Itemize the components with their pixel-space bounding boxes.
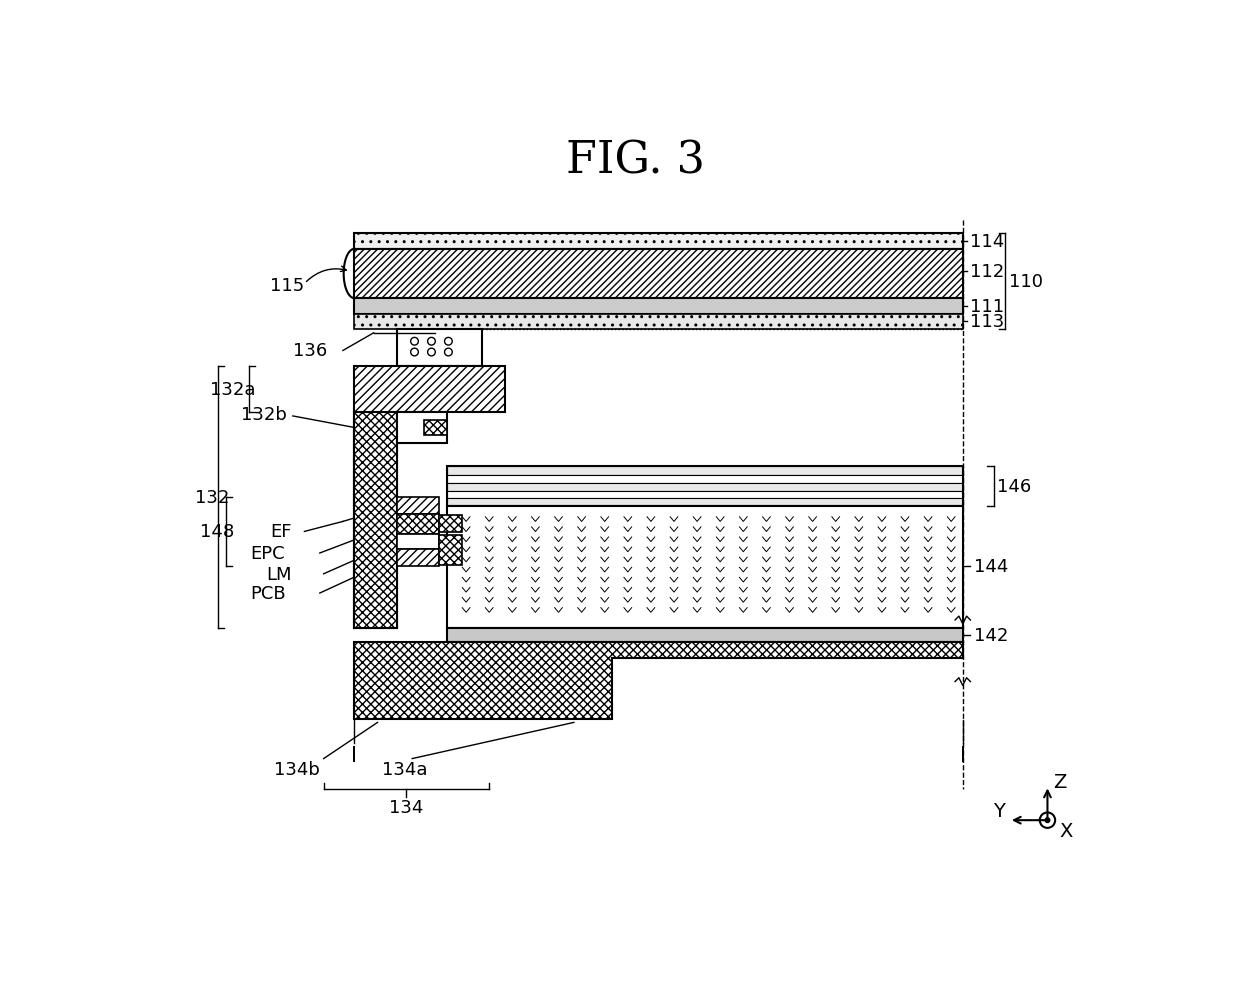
Polygon shape: [446, 483, 962, 491]
Polygon shape: [446, 475, 962, 483]
Text: FIG. 3: FIG. 3: [567, 138, 704, 182]
Polygon shape: [397, 412, 446, 443]
Text: 114: 114: [971, 233, 1004, 251]
Text: 112: 112: [971, 263, 1004, 281]
Text: PCB: PCB: [250, 585, 286, 603]
Text: 132: 132: [195, 488, 229, 507]
Text: Y: Y: [993, 801, 1006, 820]
Polygon shape: [439, 516, 463, 533]
Polygon shape: [355, 366, 505, 628]
Text: 146: 146: [997, 477, 1032, 495]
Polygon shape: [446, 507, 962, 628]
Polygon shape: [397, 515, 439, 535]
Text: EF: EF: [270, 523, 291, 541]
Circle shape: [1045, 818, 1050, 822]
Text: 148: 148: [201, 523, 234, 541]
Text: 132a: 132a: [211, 380, 255, 398]
Polygon shape: [439, 536, 463, 565]
Polygon shape: [355, 235, 962, 250]
Text: 113: 113: [971, 313, 1004, 331]
Polygon shape: [355, 299, 962, 314]
Text: 134: 134: [389, 798, 423, 816]
Polygon shape: [446, 491, 962, 498]
Text: Z: Z: [1054, 772, 1066, 791]
Text: X: X: [1059, 821, 1073, 841]
Circle shape: [1040, 812, 1055, 828]
Polygon shape: [424, 420, 446, 435]
Text: EPC: EPC: [250, 545, 285, 563]
Polygon shape: [355, 314, 962, 330]
Text: 134a: 134a: [382, 760, 428, 777]
Text: 115: 115: [270, 277, 304, 295]
Text: LM: LM: [265, 566, 291, 583]
Text: 144: 144: [975, 558, 1008, 576]
Polygon shape: [355, 412, 397, 628]
Polygon shape: [397, 330, 481, 366]
Polygon shape: [397, 535, 439, 550]
Text: 132b: 132b: [242, 405, 288, 423]
Polygon shape: [446, 498, 962, 507]
Text: 110: 110: [1009, 273, 1043, 291]
Text: I: I: [351, 745, 357, 765]
Text: 111: 111: [971, 298, 1004, 316]
Text: 136: 136: [293, 342, 327, 360]
Polygon shape: [446, 628, 962, 642]
Polygon shape: [397, 497, 439, 515]
Text: 142: 142: [975, 626, 1008, 644]
Polygon shape: [446, 466, 962, 475]
Polygon shape: [397, 550, 439, 567]
Text: 134b: 134b: [274, 760, 320, 777]
Polygon shape: [355, 250, 962, 299]
Polygon shape: [355, 642, 962, 719]
Text: I: I: [960, 745, 966, 765]
